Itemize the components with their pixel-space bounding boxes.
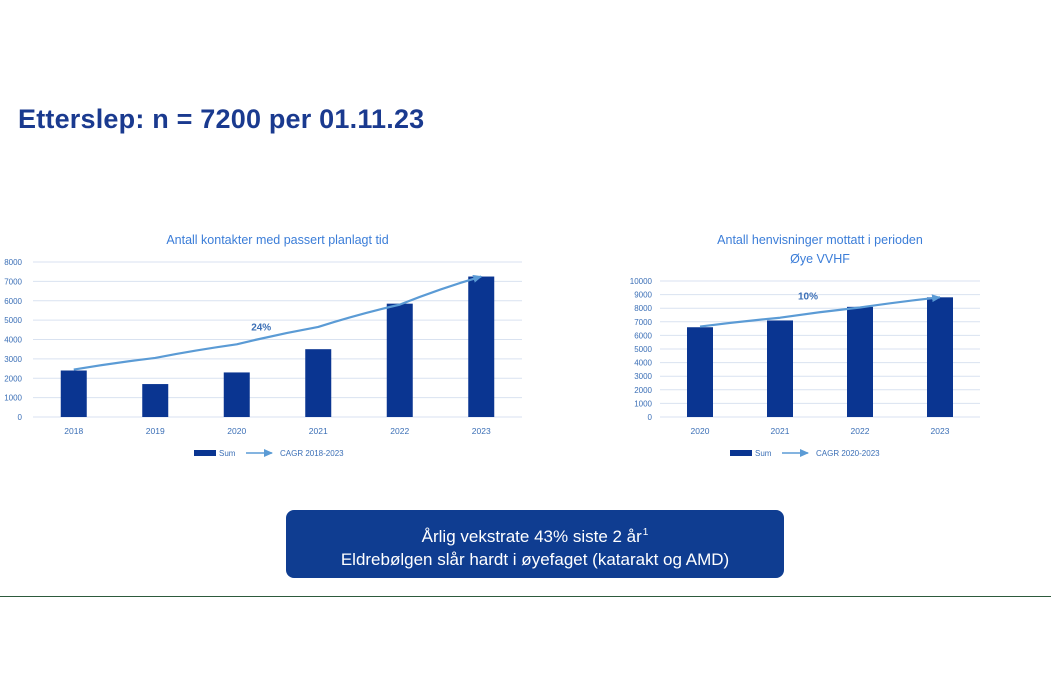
legend-label-trend: CAGR 2018-2023 [280, 449, 344, 458]
y-tick-label: 9000 [634, 291, 652, 300]
callout-text-1: Årlig vekstrate 43% siste 2 år [421, 527, 642, 546]
y-tick-label: 0 [18, 413, 23, 422]
x-tick-label: 2018 [64, 426, 83, 436]
x-tick-label: 2020 [227, 426, 246, 436]
legend-label-trend: CAGR 2020-2023 [816, 449, 880, 458]
y-tick-label: 7000 [4, 277, 22, 286]
x-tick-label: 2022 [851, 426, 870, 436]
y-tick-label: 8000 [634, 304, 652, 313]
trend-line [699, 294, 941, 328]
cagr-label: 10% [798, 292, 818, 303]
y-tick-label: 1000 [4, 394, 22, 403]
x-tick-label: 2021 [309, 426, 328, 436]
y-tick-label: 7000 [634, 318, 652, 327]
bar [142, 384, 169, 417]
footnote-marker: 1 [642, 527, 649, 538]
legend-swatch-sum [194, 450, 216, 456]
bar [305, 349, 332, 417]
trend-line [73, 274, 483, 371]
callout-line-1: Årlig vekstrate 43% siste 2 år1 [286, 521, 784, 548]
y-tick-label: 3000 [4, 355, 22, 364]
y-tick-label: 4000 [4, 336, 22, 345]
bar [767, 320, 793, 417]
cagr-label: 24% [251, 322, 271, 333]
chart-subtitle: Øye VVHF [790, 252, 850, 266]
bar [223, 372, 250, 417]
y-tick-label: 6000 [4, 297, 22, 306]
chart-legend: Sum CAGR 2018-2023 [194, 449, 344, 458]
x-tick-label: 2023 [931, 426, 950, 436]
chart-title: Antall henvisninger mottatt i perioden [717, 233, 923, 247]
x-tick-label: 2023 [472, 426, 491, 436]
y-tick-label: 1000 [634, 399, 652, 408]
y-tick-label: 4000 [634, 359, 652, 368]
y-tick-label: 10000 [630, 277, 653, 286]
y-tick-label: 2000 [634, 386, 652, 395]
y-tick-label: 6000 [634, 331, 652, 340]
chart-2: Antall henvisninger mottatt i perioden Øy… [630, 233, 980, 458]
y-tick-label: 5000 [4, 316, 22, 325]
x-tick-label: 2022 [390, 426, 409, 436]
y-tick-label: 2000 [4, 374, 22, 383]
y-tick-label: 3000 [634, 372, 652, 381]
y-tick-label: 5000 [634, 345, 652, 354]
bar [687, 327, 713, 417]
bar [847, 306, 873, 417]
bar [60, 370, 87, 417]
x-tick-label: 2019 [146, 426, 165, 436]
chart-1: Antall kontakter med passert planlagt ti… [4, 233, 522, 458]
bar [927, 297, 953, 417]
x-tick-label: 2021 [771, 426, 790, 436]
chart-legend: Sum CAGR 2020-2023 [730, 449, 880, 458]
x-tick-label: 2020 [691, 426, 710, 436]
y-tick-label: 0 [648, 413, 653, 422]
bar [468, 276, 495, 417]
legend-label-sum: Sum [755, 449, 772, 458]
page-title: Etterslep: n = 7200 per 01.11.23 [18, 104, 425, 134]
bar [386, 303, 413, 417]
legend-label-sum: Sum [219, 449, 236, 458]
summary-callout: Årlig vekstrate 43% siste 2 år1 Eldrebøl… [286, 510, 784, 578]
chart-title: Antall kontakter med passert planlagt ti… [166, 233, 388, 247]
legend-swatch-sum [730, 450, 752, 456]
callout-line-2: Eldrebølgen slår hardt i øyefaget (katar… [340, 550, 730, 569]
footer-divider [0, 596, 1051, 597]
y-tick-label: 8000 [4, 258, 22, 267]
